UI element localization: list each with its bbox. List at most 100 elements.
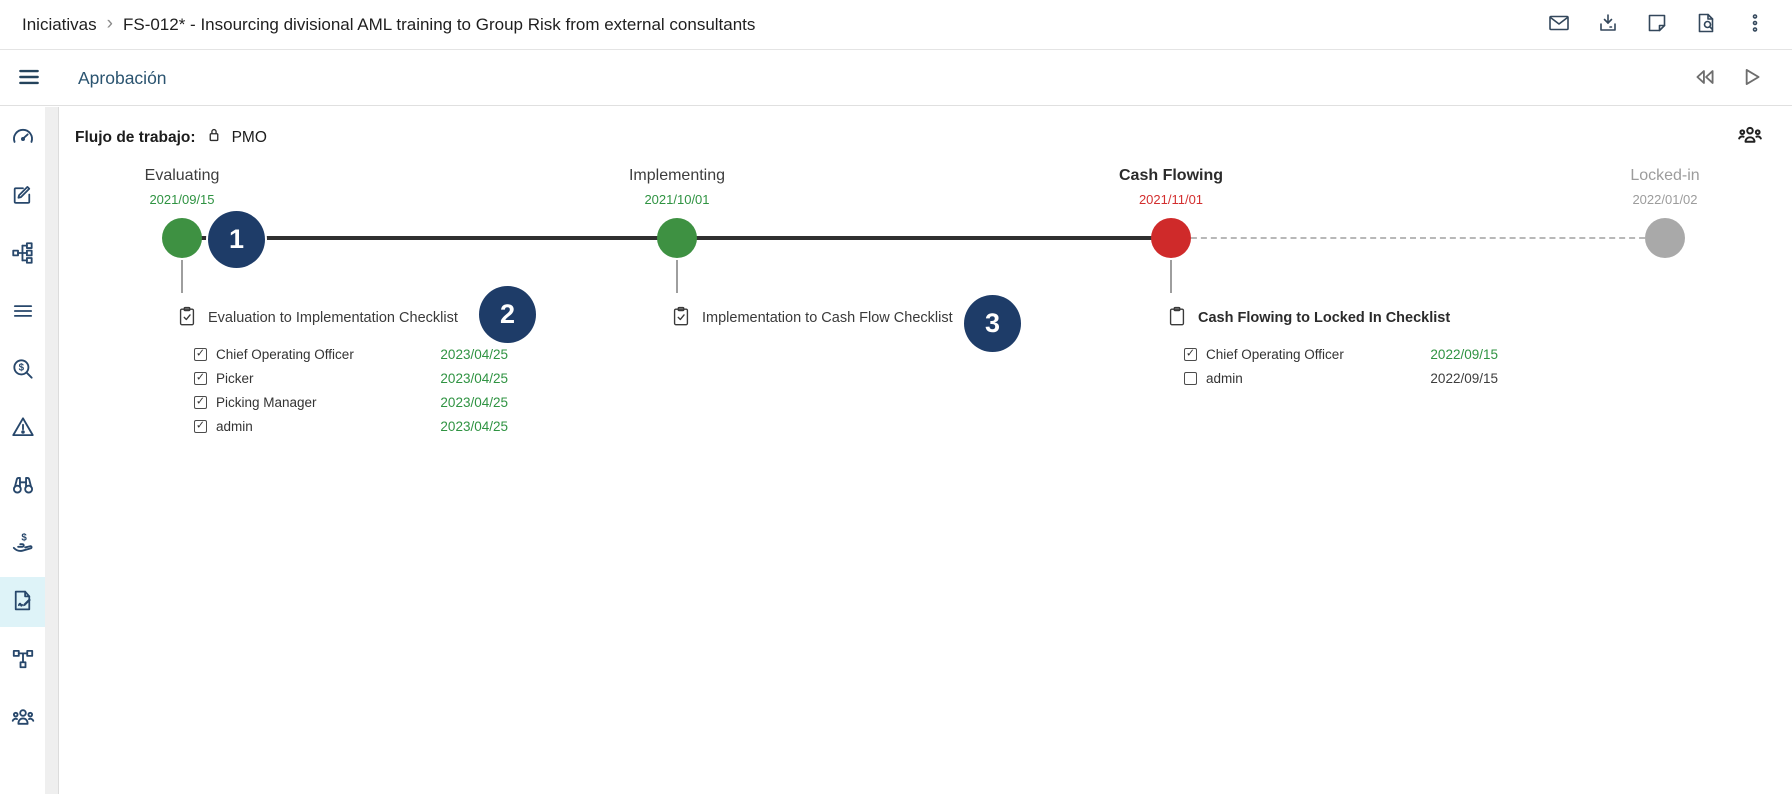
- note-button[interactable]: [1642, 10, 1672, 40]
- rewind-icon: [1692, 64, 1718, 93]
- people-group-icon: [10, 704, 36, 733]
- section-title: Aprobación: [78, 67, 167, 88]
- approver-name: admin: [1206, 370, 1243, 386]
- lock-icon: [204, 125, 224, 150]
- checklist-title: Cash Flowing to Locked In Checklist: [1198, 310, 1451, 326]
- more-options-icon: [1743, 11, 1767, 38]
- checklist-evaluation-to-implementation: Evaluation to Implementation Checklist C…: [176, 306, 508, 438]
- stage-label: Locked-in: [1630, 167, 1700, 184]
- clipboard-check-icon: [176, 305, 198, 331]
- workflow-panel: Flujo de trabajo: PMO Evaluating 2021/09…: [59, 107, 1792, 794]
- dashboard-gauge-icon: [10, 124, 36, 153]
- checkbox[interactable]: [194, 371, 207, 385]
- search-dollar-icon: $: [10, 356, 36, 385]
- stage-label: Implementing: [628, 167, 726, 184]
- toolbar-actions: [1690, 63, 1766, 93]
- rewind-button[interactable]: [1690, 63, 1720, 93]
- checklist-title: Implementation to Cash Flow Checklist: [702, 310, 953, 326]
- hierarchy-icon: [10, 240, 36, 269]
- checklist-row: Picking Manager 2023/04/25: [194, 390, 508, 414]
- checkbox[interactable]: [194, 347, 207, 361]
- svg-text:$: $: [21, 532, 27, 543]
- download-icon: [1596, 11, 1620, 38]
- sidebar-item-dependencies[interactable]: [0, 635, 45, 685]
- top-bar-actions: [1544, 10, 1770, 40]
- stage-connector: [676, 260, 678, 293]
- section-toolbar: Aprobación: [0, 51, 1792, 106]
- workflow-bar: Flujo de trabajo: PMO: [75, 125, 267, 150]
- list-lines-icon: [10, 298, 36, 327]
- stage-circle[interactable]: [162, 218, 202, 258]
- checklist-cash-flowing-to-locked-in: Cash Flowing to Locked In Checklist Chie…: [1166, 306, 1498, 390]
- checkbox[interactable]: [194, 419, 207, 433]
- checklist-implementation-to-cash-flow: Implementation to Cash Flow Checklist: [670, 306, 1002, 342]
- checklist-rows: Chief Operating Officer 2022/09/15 admin…: [1166, 342, 1498, 390]
- stage-circle[interactable]: [1151, 218, 1191, 258]
- checkbox[interactable]: [1184, 347, 1197, 361]
- checklist-header: Cash Flowing to Locked In Checklist: [1166, 306, 1498, 330]
- approval-date: 2023/04/25: [440, 346, 508, 362]
- checklist-title: Evaluation to Implementation Checklist: [208, 310, 458, 326]
- sidebar-item-people[interactable]: [0, 693, 45, 743]
- stage-circle[interactable]: [1645, 218, 1685, 258]
- approver-name: admin: [216, 418, 253, 434]
- sidebar-item-financial-search[interactable]: $: [0, 345, 45, 395]
- breadcrumb: Iniciativas › FS-012* - Insourcing divis…: [22, 13, 755, 35]
- approver-name: Picker: [216, 370, 254, 386]
- hand-dollar-icon: $: [10, 530, 36, 559]
- edit-icon: [10, 182, 35, 210]
- sidebar-item-explore[interactable]: [0, 461, 45, 511]
- checkbox[interactable]: [194, 395, 207, 409]
- sidebar-item-approvals[interactable]: [0, 577, 45, 627]
- clipboard-icon: [1166, 305, 1188, 331]
- checkbox[interactable]: [1184, 371, 1197, 385]
- play-button[interactable]: [1736, 63, 1766, 93]
- sidebar: $ $: [0, 107, 45, 794]
- stage-connector: [181, 260, 183, 293]
- download-button[interactable]: [1593, 10, 1623, 40]
- checklist-header: Implementation to Cash Flow Checklist: [670, 306, 1002, 330]
- svg-text:$: $: [18, 362, 24, 373]
- body: $ $ Flujo de tra: [0, 107, 1792, 794]
- mail-button[interactable]: [1544, 10, 1574, 40]
- warning-triangle-icon: [10, 414, 36, 443]
- sidebar-item-risks[interactable]: [0, 403, 45, 453]
- approval-date: 2022/09/15: [1430, 346, 1498, 362]
- note-icon: [1645, 11, 1669, 38]
- annotation-marker-1: 1: [208, 211, 265, 268]
- mail-icon: [1547, 11, 1571, 38]
- sidebar-item-edit[interactable]: [0, 171, 45, 221]
- binoculars-icon: [10, 472, 36, 501]
- sidebar-item-list[interactable]: [0, 287, 45, 337]
- annotation-marker-2: 2: [479, 286, 536, 343]
- approver-name: Chief Operating Officer: [216, 346, 354, 362]
- sidebar-item-dashboard[interactable]: [0, 113, 45, 163]
- sidebar-item-benefits[interactable]: $: [0, 519, 45, 569]
- menu-button[interactable]: [14, 63, 44, 93]
- approver-name: Picking Manager: [216, 394, 317, 410]
- hamburger-icon: [16, 64, 42, 93]
- stage-circle[interactable]: [657, 218, 697, 258]
- workflow-label: Flujo de trabajo:: [75, 128, 196, 146]
- checklist-row: Chief Operating Officer 2023/04/25: [194, 342, 508, 366]
- checklist-row: admin 2023/04/25: [194, 414, 508, 438]
- checklist-header: Evaluation to Implementation Checklist: [176, 306, 508, 330]
- document-search-button[interactable]: [1691, 10, 1721, 40]
- sidebar-item-hierarchy[interactable]: [0, 229, 45, 279]
- network-nodes-icon: [10, 646, 36, 675]
- stage-connector: [1170, 260, 1172, 293]
- document-signature-icon: [10, 588, 35, 616]
- workflow-value: PMO: [231, 128, 267, 146]
- timeline-line-future: [1171, 237, 1665, 239]
- groups-button[interactable]: [1736, 121, 1764, 152]
- groups-icon: [1736, 126, 1764, 152]
- more-options-button[interactable]: [1740, 10, 1770, 40]
- top-bar: Iniciativas › FS-012* - Insourcing divis…: [0, 0, 1792, 50]
- breadcrumb-root[interactable]: Iniciativas: [22, 14, 97, 34]
- stage-date: 2022/01/02: [1632, 192, 1698, 207]
- stage-label: Cash Flowing: [1119, 167, 1223, 184]
- clipboard-check-icon: [670, 305, 692, 331]
- breadcrumb-separator-icon: ›: [106, 13, 113, 34]
- approval-date: 2023/04/25: [440, 370, 508, 386]
